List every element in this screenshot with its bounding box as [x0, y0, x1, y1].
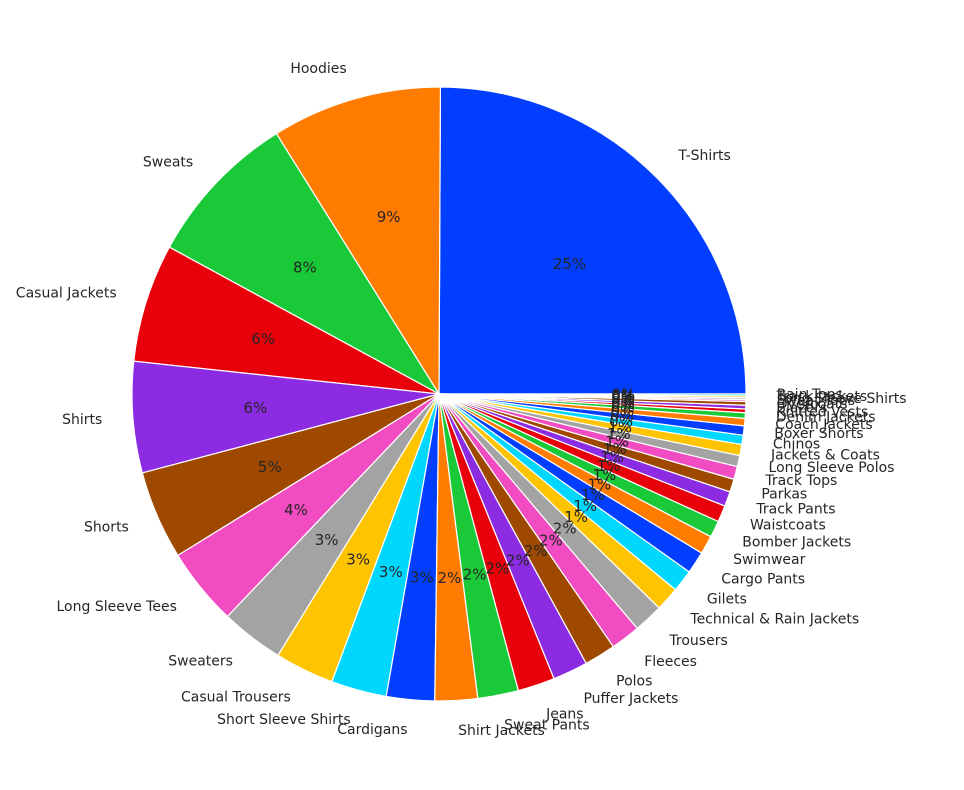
pie-slice-rain-tops	[438, 393, 747, 397]
percent-label-shirts: 6%	[243, 399, 267, 417]
pie-slice-hoodies	[275, 86, 442, 397]
pie-slice-sweats	[168, 132, 441, 396]
category-label-t-shirts: T-Shirts	[677, 148, 731, 164]
percent-label-boxer-shorts: 0%	[610, 407, 634, 425]
percent-label-track-tops: 1%	[605, 432, 629, 450]
percent-label-cargo-pants: 1%	[581, 486, 605, 504]
percent-label-cardigans: 3%	[410, 568, 434, 586]
percent-label-bomber-jackets: 1%	[592, 466, 616, 484]
percent-label-blazers: 0%	[611, 393, 635, 411]
percent-label-gilets: 1%	[573, 497, 597, 515]
category-label-technical-and-rain-jackets: Technical & Rain Jackets	[689, 611, 859, 627]
percent-label-shorts: 5%	[258, 458, 282, 476]
category-label-waistcoats: Waistcoats	[750, 518, 826, 534]
percent-label-track-jackets: 0%	[611, 387, 635, 405]
percent-label-waistcoats: 1%	[597, 457, 621, 475]
percent-label-t-shirts: 25%	[553, 255, 586, 273]
category-label-hoodies: Hoodies	[290, 61, 346, 77]
category-label-shorts: Shorts	[84, 520, 129, 536]
category-label-shirt-jackets: Shirt Jackets	[458, 723, 545, 739]
percent-label-casual-jackets: 6%	[251, 330, 275, 348]
category-label-sweats: Sweats	[143, 154, 193, 170]
category-label-puffer-jackets: Puffer Jackets	[583, 691, 678, 707]
category-label-sweaters: Sweaters	[168, 654, 233, 670]
percent-label-rain-tops: 0%	[611, 386, 635, 404]
percent-label-long-sleeve-tees: 4%	[284, 501, 308, 519]
category-label-track-tops: Track Tops	[764, 473, 837, 489]
percent-label-sweats: 8%	[293, 259, 317, 277]
percent-label-track-pants: 1%	[600, 448, 624, 466]
category-label-coach-jackets: Coach Jackets	[775, 417, 872, 433]
percent-label-parkas: 1%	[603, 440, 627, 458]
category-label-casual-trousers: Casual Trousers	[181, 689, 291, 705]
category-label-jackets-and-coats: Jackets & Coats	[770, 448, 880, 464]
category-label-short-sleeve-shirts: Short Sleeve Shirts	[217, 712, 351, 728]
percent-label-knitted-vests: 0%	[611, 395, 635, 413]
percent-label-jackets-and-coats: 1%	[608, 419, 632, 437]
percent-label-chinos: 0%	[609, 413, 633, 431]
pie-slice-casual-jackets	[133, 246, 440, 395]
category-label-long-sleeve-shirts: Long Sleeve Shirts	[777, 391, 907, 407]
category-label-fleeces: Fleeces	[644, 654, 697, 670]
percent-label-coach-jackets: 0%	[611, 402, 635, 420]
category-label-cardigans: Cardigans	[337, 722, 407, 738]
percent-label-shirt-jackets: 2%	[438, 569, 462, 587]
percent-labels: 25%9%8%6%6%5%4%3%3%3% 3% 2% 2% 2%2%2%2%2%1%1…	[243, 208, 635, 587]
category-label-cargo-pants: Cargo Pants	[721, 571, 805, 587]
percent-label-fleeces: 2%	[539, 531, 563, 549]
category-label-long-sleeve-polos: Long Sleeve Polos	[769, 460, 895, 476]
category-label-polos: Polos	[616, 674, 652, 690]
category-label-denim-jackets: Denim Jackets	[776, 410, 876, 426]
category-label-jeans: Jeans	[545, 706, 584, 722]
category-labels: T-Shirts Hoodies Sweats Casual Jackets Shirt…	[16, 61, 907, 739]
category-label-parkas: Parkas	[761, 487, 807, 503]
percent-label-overcoats: 0%	[611, 391, 635, 409]
category-label-gilets: Gilets	[707, 592, 747, 608]
category-label-track-pants: Track Pants	[755, 501, 835, 517]
percent-label-denim-jackets: 0%	[611, 398, 635, 416]
category-label-trousers: Trousers	[668, 633, 727, 649]
percent-label-hoodies: 9%	[377, 208, 401, 226]
pie-slice-t-shirts	[438, 86, 747, 395]
category-label-sweat-pants: Sweat Pants	[504, 717, 590, 733]
category-label-knitted-vests: Knitted Vests	[776, 405, 868, 421]
percent-label-sweat-tops: 0%	[611, 389, 635, 407]
percent-label-long-sleeve-polos: 1%	[607, 425, 631, 443]
category-label-overcoats: Overcoats	[777, 396, 848, 412]
percent-label-puffer-jackets: 2%	[506, 551, 530, 569]
category-label-bomber-jackets: Bomber Jackets	[742, 535, 851, 551]
percent-label-trousers: 2%	[553, 520, 577, 538]
percent-label-technical-and-rain-jackets: 1%	[564, 508, 588, 526]
category-label-sweat-tops: Sweat Tops	[777, 393, 855, 409]
category-label-casual-jackets: Casual Jackets	[16, 285, 117, 301]
category-label-rain-tops: Rain Tops	[777, 387, 843, 403]
percent-label-casual-trousers: 3%	[346, 551, 370, 569]
category-label-long-sleeve-tees: Long Sleeve Tees	[56, 599, 176, 615]
percent-label-sweaters: 3%	[315, 531, 339, 549]
percent-label-long-sleeve-shirts: 0%	[611, 388, 635, 406]
category-label-shirts: Shirts	[62, 412, 102, 428]
percent-label-short-sleeve-shirts: 3%	[379, 563, 403, 581]
pie-slices	[131, 86, 747, 702]
category-label-swimwear: Swimwear	[733, 552, 806, 568]
category-label-chinos: Chinos	[773, 436, 820, 452]
percent-label-swimwear: 1%	[588, 476, 612, 494]
percent-label-sweat-pants: 2%	[463, 566, 487, 584]
category-label-track-jackets: Track Jackets	[776, 389, 868, 405]
category-label-blazers: Blazers	[776, 400, 827, 416]
category-label-boxer-shorts: Boxer Shorts	[774, 426, 863, 442]
percent-label-polos: 2%	[524, 542, 548, 560]
percent-label-jeans: 2%	[486, 560, 510, 578]
